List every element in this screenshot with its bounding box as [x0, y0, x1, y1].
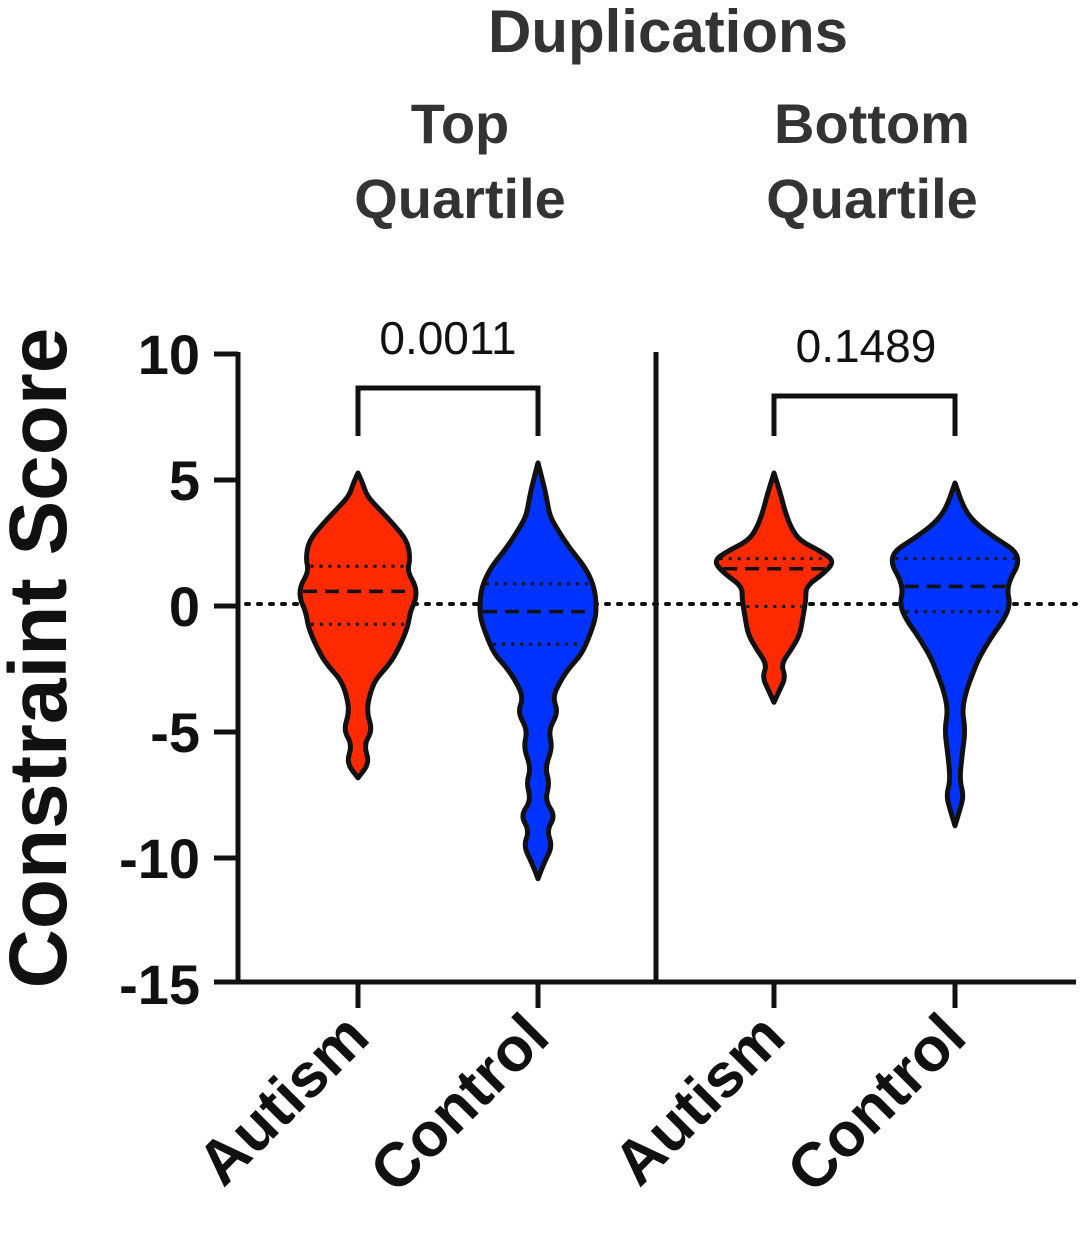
significance-brackets [355, 385, 958, 436]
y-tick-label: 10 [138, 323, 200, 386]
chart-title: Duplications [488, 0, 848, 65]
violin-autism-panel-2 [713, 470, 835, 705]
y-tick-label: -10 [119, 827, 200, 890]
y-tick-label: -5 [150, 701, 200, 764]
violins [297, 460, 1021, 882]
x-tick-label-autism-bottom: Autism [601, 1001, 798, 1198]
panel-1-title-line1: Top [411, 92, 509, 155]
p-value-panel-1: 0.0011 [379, 312, 516, 364]
panel-1-title-line2: Quartile [354, 167, 566, 230]
axes [214, 351, 1076, 1008]
y-tick-label: -15 [119, 953, 200, 1016]
x-tick-label-autism-top: Autism [185, 1001, 382, 1198]
bracket-panel-2 [771, 393, 958, 436]
violin-control-panel-1 [477, 460, 599, 882]
p-value-panel-2: 0.1489 [796, 320, 937, 372]
y-tick-label: 5 [169, 449, 200, 512]
y-axis-label: Constraint Score [0, 328, 84, 989]
y-tick-labels: 10 5 0 -5 -10 -15 [119, 323, 200, 1016]
panel-2-title-line1: Bottom [774, 92, 970, 155]
panel-2-title-line2: Quartile [766, 167, 978, 230]
x-tick-label-control-top: Control [357, 1001, 562, 1206]
bracket-panel-1 [355, 385, 541, 436]
y-tick-label: 0 [169, 575, 200, 638]
violin-control-panel-2 [889, 480, 1021, 829]
x-tick-label-control-bottom: Control [774, 1001, 979, 1206]
